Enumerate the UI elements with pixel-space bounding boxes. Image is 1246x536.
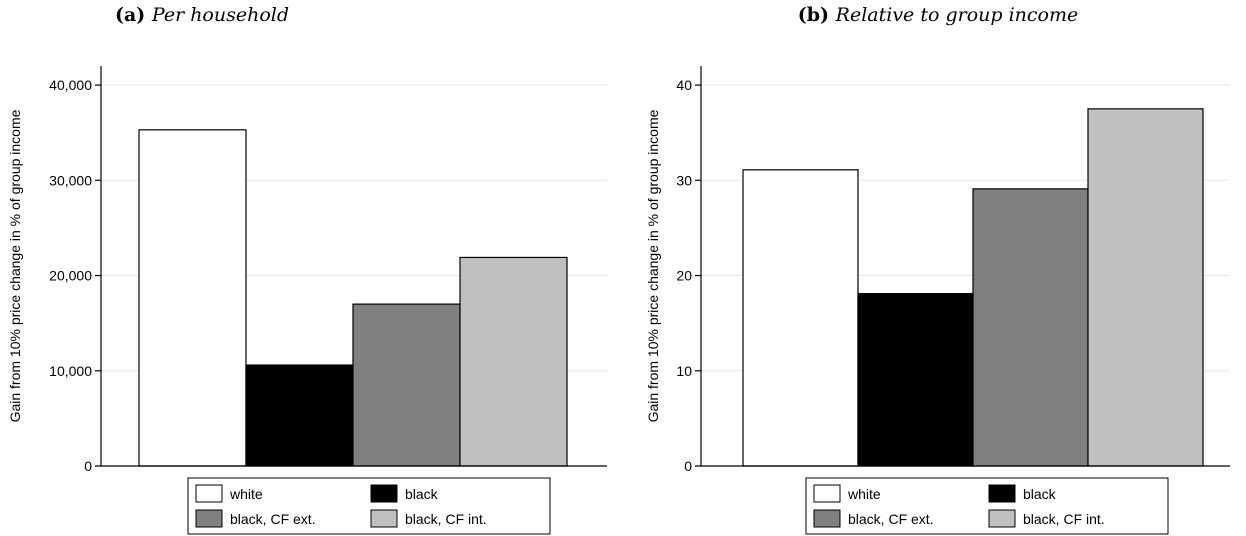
bar-black-cf-int xyxy=(1087,108,1204,467)
bar-black xyxy=(245,364,354,467)
legend-swatch xyxy=(195,484,223,503)
y-axis-label: Gain from 10% price change in % of group… xyxy=(645,109,661,422)
legend-box xyxy=(805,477,1169,535)
y-tick-label: 10 xyxy=(676,363,692,379)
bar-black-cf-ext xyxy=(972,188,1089,467)
y-tick-label: 20 xyxy=(676,268,692,284)
y-tick-label: 0 xyxy=(684,458,692,474)
panel-title-text: Per household xyxy=(151,4,289,26)
legend-label: black, CF ext. xyxy=(848,511,934,527)
legend-label: black, CF int. xyxy=(405,511,487,527)
y-tick-label: 30 xyxy=(676,172,692,188)
legend-label: white xyxy=(229,486,263,502)
y-tick-label: 0 xyxy=(84,458,92,474)
legend-swatch xyxy=(195,509,223,528)
legend: white black black, CF ext. black, CF int. xyxy=(805,477,1169,535)
legend-box xyxy=(187,477,551,535)
bar-white xyxy=(742,169,859,467)
panel-title-tag: (b) xyxy=(798,4,836,26)
legend-label: white xyxy=(847,486,881,502)
y-tick-label: 30,000 xyxy=(49,172,92,188)
y-tick-label: 20,000 xyxy=(49,268,92,284)
y-tick-label: 40,000 xyxy=(49,77,92,93)
legend-label: black, CF int. xyxy=(1023,511,1105,527)
bar-black-cf-ext xyxy=(352,303,461,467)
legend-swatch xyxy=(813,484,841,503)
chart-panel-b: (b) Relative to group income 0 10 20 30 40 Gai… xyxy=(645,4,1230,535)
chart-panel-a: (a) Per household 0 10,000 20,000 30,000 40,0… xyxy=(7,4,607,535)
y-tick-label: 40 xyxy=(676,77,692,93)
legend-label: black xyxy=(1023,486,1057,502)
legend: white black black, CF ext. black, CF int. xyxy=(187,477,551,535)
y-tick-label: 10,000 xyxy=(49,363,92,379)
panel-title: (a) Per household xyxy=(115,4,289,26)
legend-swatch xyxy=(370,509,398,528)
legend-swatch xyxy=(988,484,1016,503)
y-axis-label: Gain from 10% price change in % of group… xyxy=(7,109,23,422)
legend-swatch xyxy=(988,509,1016,528)
legend-swatch xyxy=(370,484,398,503)
panel-title-text: Relative to group income xyxy=(835,4,1079,26)
legend-label: black xyxy=(405,486,439,502)
legend-swatch xyxy=(813,509,841,528)
legend-label: black, CF ext. xyxy=(230,511,316,527)
bar-white xyxy=(138,129,247,467)
panel-title: (b) Relative to group income xyxy=(798,4,1078,26)
bar-black xyxy=(857,293,974,467)
bar-black-cf-int xyxy=(459,256,568,467)
panel-title-tag: (a) xyxy=(115,4,152,26)
